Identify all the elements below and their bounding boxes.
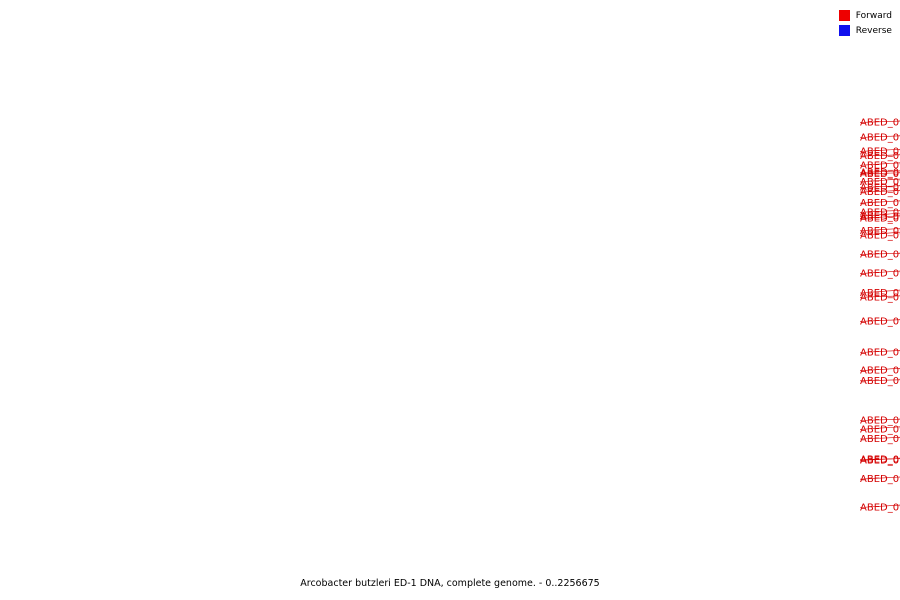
legend-item-reverse: Reverse bbox=[838, 23, 892, 38]
gene-label-forward[interactable]: ABED_0975 bbox=[860, 288, 900, 299]
gene-label-forward[interactable]: ABED_0995 bbox=[860, 455, 900, 466]
gene-labels: ABED_0952ABED_0953ABED_0954ABED_0955ABED… bbox=[860, 117, 900, 514]
gene-label-forward[interactable]: ABED_0960 bbox=[860, 151, 900, 162]
gene-label-forward[interactable]: ABED_0953 bbox=[860, 133, 900, 144]
legend-swatch-reverse bbox=[838, 25, 850, 36]
gene-label-forward[interactable]: ABED_0989 bbox=[860, 434, 900, 445]
gene-label-forward[interactable]: ABED_0965 bbox=[860, 214, 900, 225]
gene-label-forward[interactable]: ABED_0954 bbox=[860, 146, 900, 157]
gene-label-forward[interactable]: ABED_0964 bbox=[860, 198, 900, 209]
gene-label-forward[interactable]: ABED_0981 bbox=[860, 366, 900, 377]
genome-caption: Arcobacter butzleri ED-1 DNA, complete g… bbox=[300, 578, 600, 589]
legend-label-reverse: Reverse bbox=[855, 25, 892, 36]
gene-label-forward[interactable]: ABED_0963 bbox=[860, 183, 900, 194]
gene-label-forward[interactable]: ABED_0962 bbox=[860, 168, 900, 179]
gene-label-forward[interactable]: ABED_0955 bbox=[860, 160, 900, 171]
gene-label-forward[interactable]: ABED_0984 bbox=[860, 424, 900, 435]
gene-label-forward[interactable]: ABED_0952 bbox=[860, 117, 900, 128]
gene-label-forward[interactable]: ABED_0969 bbox=[860, 207, 900, 218]
leader-line bbox=[859, 120, 900, 123]
gene-label-forward[interactable]: ABED_0988 bbox=[860, 416, 900, 427]
gene-label-forward[interactable]: ABED_0958 bbox=[860, 177, 900, 188]
gene-label-forward[interactable]: ABED_0959 bbox=[860, 211, 900, 222]
gene-label-forward[interactable]: ABED_0968 bbox=[860, 187, 900, 198]
gene-label-forward[interactable]: ABED_0970 bbox=[860, 226, 900, 237]
gene-label-forward[interactable]: ABED_0990 bbox=[860, 455, 900, 466]
gene-label-forward[interactable]: ABED_0985 bbox=[860, 376, 900, 387]
gene-label-forward[interactable]: ABED_0978 bbox=[860, 316, 900, 327]
gene-label-forward[interactable]: ABED_0974 bbox=[860, 269, 900, 280]
gene-label-forward[interactable]: ABED_0967 bbox=[860, 169, 900, 180]
legend-item-forward: Forward bbox=[838, 8, 892, 23]
gene-label-forward[interactable]: ABED_0976 bbox=[860, 249, 900, 260]
gene-label-forward[interactable]: ABED_0966 bbox=[860, 230, 900, 241]
legend: Forward Reverse bbox=[838, 8, 892, 38]
gene-label-forward[interactable]: ABED_0980 bbox=[860, 348, 900, 359]
gene-label-forward[interactable]: ABED_0993 bbox=[860, 503, 900, 514]
leader-line bbox=[859, 350, 900, 353]
gene-label-forward[interactable]: ABED_0991 bbox=[860, 474, 900, 485]
leader-line bbox=[859, 135, 900, 138]
legend-label-forward: Forward bbox=[855, 10, 892, 21]
gene-label-forward[interactable]: ABED_0977 bbox=[860, 292, 900, 303]
legend-swatch-forward bbox=[838, 10, 850, 21]
